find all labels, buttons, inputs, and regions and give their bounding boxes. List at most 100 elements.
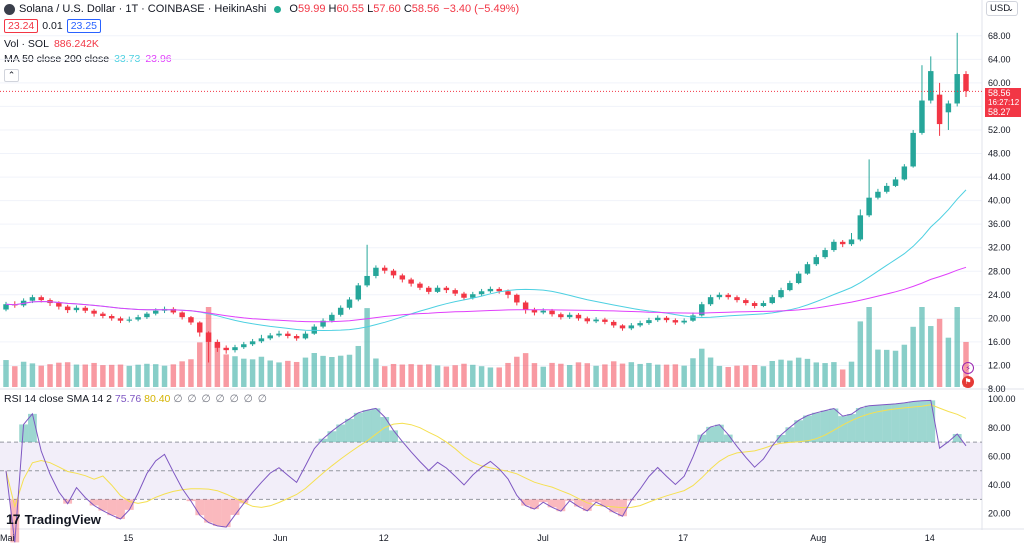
volume-indicator-legend[interactable]: Vol · SOL 886.242K — [4, 38, 519, 50]
volume-bar — [241, 358, 247, 387]
volume-bar — [637, 363, 643, 387]
volume-bar — [197, 342, 203, 387]
candle-body — [531, 309, 538, 313]
candle-body — [188, 317, 194, 323]
rsi-legend[interactable]: RSI 14 close SMA 14 2 75.76 80.40 ∅ ∅ ∅ … — [4, 393, 268, 405]
volume-bar — [725, 366, 731, 387]
candle-body — [857, 215, 864, 240]
collapse-legend-button[interactable]: ⌃ — [4, 69, 19, 82]
tradingview-logo[interactable]: 17 TradingView — [6, 511, 101, 527]
time-axis-label: Aug — [810, 533, 826, 543]
volume-bar — [602, 364, 608, 387]
volume-bar — [566, 364, 573, 387]
volume-bar — [910, 326, 916, 387]
volume-bar — [56, 362, 62, 387]
candle-body — [540, 310, 546, 313]
candle-body — [892, 179, 899, 186]
candle-body — [346, 299, 353, 308]
volume-bar — [285, 360, 291, 387]
candle-body — [751, 303, 758, 306]
sell-button[interactable]: 23.24 — [4, 19, 39, 33]
candle-body — [82, 307, 88, 311]
volume-bar — [514, 356, 520, 387]
volume-bar — [848, 361, 855, 387]
volume-bar — [381, 366, 388, 387]
candle-body — [470, 294, 476, 298]
currency-selector[interactable]: USD ⌄ — [986, 1, 1018, 16]
volume-bar — [329, 357, 335, 387]
candle-body — [144, 313, 150, 318]
candle-body — [954, 74, 960, 104]
candle-body — [461, 293, 467, 298]
candle-body — [610, 321, 617, 326]
candle-body — [584, 318, 591, 322]
volume-bar — [373, 358, 379, 387]
volume-bar — [478, 366, 485, 387]
volume-bar — [258, 356, 265, 387]
time-axis-label: Mai — [0, 533, 15, 543]
volume-value: 886.242K — [53, 38, 99, 50]
ohlc-value: 58.56 — [411, 3, 440, 15]
volume-bar — [38, 365, 44, 387]
candle-body — [663, 317, 670, 321]
volume-bar — [760, 366, 767, 387]
lightning-icon[interactable]: ⚡ — [962, 362, 974, 374]
candle-body — [329, 314, 335, 321]
candle-body — [558, 314, 564, 318]
volume-bar — [470, 364, 476, 387]
volume-bar — [795, 357, 802, 387]
candle-body — [496, 288, 502, 292]
volume-bar — [364, 308, 370, 387]
volume-bar — [813, 362, 820, 387]
ohlc-label: H — [328, 3, 337, 15]
buy-button[interactable]: 23.25 — [66, 19, 101, 33]
volume-bar — [945, 337, 952, 387]
volume-bar — [505, 362, 511, 387]
volume-bar — [531, 363, 538, 387]
time-axis-label: 12 — [379, 533, 389, 543]
symbol-row[interactable]: Solana / U.S. Dollar · 1T · COINBASE · H… — [4, 2, 519, 16]
candle-body — [487, 288, 494, 292]
candle-body — [135, 317, 141, 320]
rsi-axis-label: 80.00 — [988, 423, 1011, 433]
candle-body — [64, 306, 71, 311]
candle-body — [549, 310, 555, 315]
candle-body — [822, 250, 828, 258]
candle-body — [355, 285, 362, 300]
flag-icon[interactable]: ⚑ — [962, 376, 974, 388]
candle-body — [690, 315, 696, 321]
candle-body — [3, 304, 9, 310]
price-axis-label: 8.00 — [988, 384, 1006, 394]
volume-bar — [778, 359, 784, 387]
price-axis-label: 40.00 — [988, 196, 1011, 206]
volume-bar — [355, 345, 362, 387]
candle-body — [100, 313, 106, 316]
candle-body — [884, 185, 890, 192]
candle-body — [73, 307, 80, 311]
volume-bar — [426, 364, 432, 387]
candle-body — [38, 297, 44, 301]
volume-bar — [655, 364, 661, 387]
candle-body — [699, 304, 705, 316]
volume-bar — [901, 344, 908, 387]
volume-bar — [699, 348, 705, 387]
rsi-hidden-values: ∅ ∅ ∅ ∅ ∅ ∅ ∅ — [173, 393, 268, 405]
candle-body — [655, 317, 661, 321]
rsi-sma-line — [5, 404, 967, 509]
candle-body — [117, 318, 124, 321]
volume-bar — [20, 361, 27, 387]
volume-bar — [593, 365, 599, 387]
rsi-axis-label: 100.00 — [988, 394, 1016, 404]
candle-body — [223, 347, 229, 351]
volume-bar — [311, 353, 317, 387]
ohlc-label: L — [367, 3, 374, 15]
volume-bar — [610, 361, 617, 387]
candle-body — [681, 320, 687, 323]
volume-bar — [144, 363, 150, 387]
time-axis-label: 15 — [123, 533, 133, 543]
volume-bar — [875, 349, 881, 387]
volume-bar — [73, 364, 80, 387]
volume-bar — [399, 364, 406, 387]
symbol-title[interactable]: Solana / U.S. Dollar · 1T · COINBASE · H… — [19, 3, 267, 15]
